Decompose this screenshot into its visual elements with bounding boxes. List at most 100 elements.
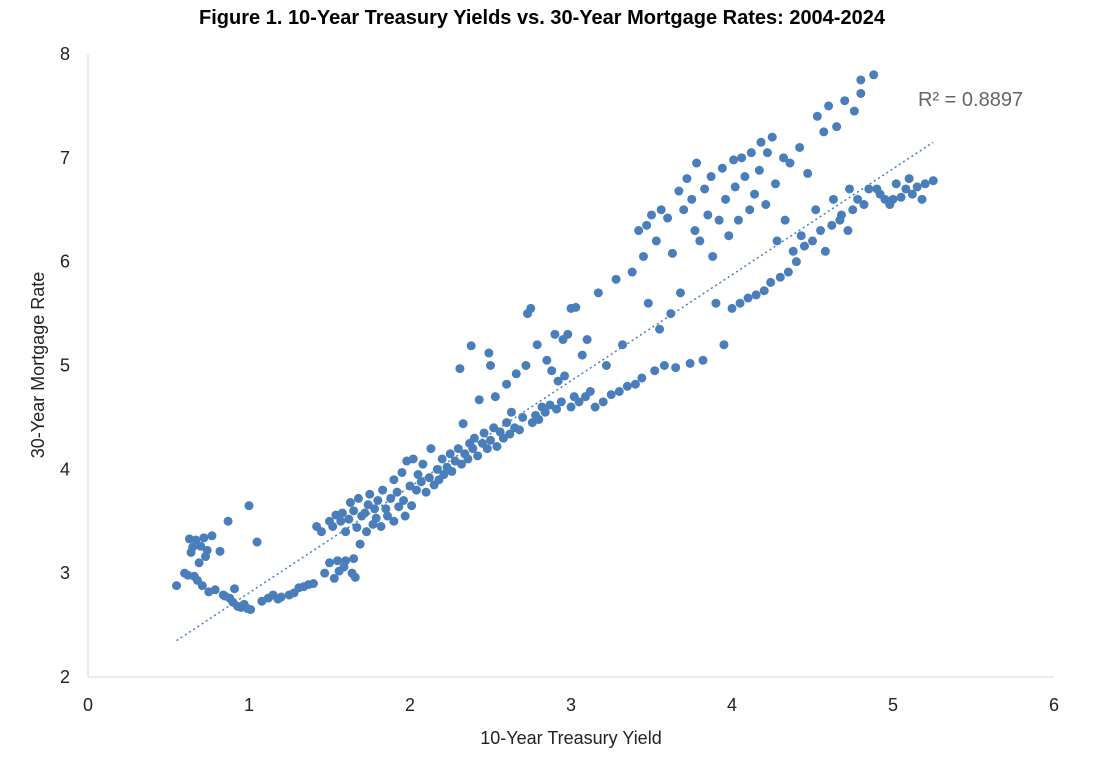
- x-tick-label: 2: [405, 695, 415, 715]
- data-point: [659, 361, 669, 370]
- data-point: [750, 189, 760, 199]
- data-point: [556, 397, 566, 407]
- data-point: [780, 215, 790, 225]
- data-point: [832, 122, 842, 132]
- data-point: [703, 210, 713, 220]
- data-point: [566, 402, 576, 412]
- data-point: [891, 179, 901, 189]
- data-point: [912, 182, 922, 192]
- data-point: [706, 172, 716, 182]
- data-point: [252, 537, 262, 547]
- data-point: [647, 210, 656, 220]
- data-point: [194, 558, 204, 568]
- data-point: [320, 568, 330, 578]
- data-point: [642, 220, 652, 230]
- data-point: [411, 485, 421, 495]
- data-point: [196, 541, 206, 551]
- x-tick-label: 3: [566, 695, 576, 715]
- data-point: [389, 516, 399, 526]
- data-point: [455, 364, 465, 374]
- data-point: [207, 531, 217, 541]
- data-point: [724, 231, 734, 241]
- data-point: [714, 215, 724, 225]
- y-tick-label: 3: [60, 563, 70, 583]
- data-point: [394, 502, 404, 512]
- data-point: [439, 470, 449, 480]
- data-point: [849, 106, 859, 116]
- data-point: [690, 226, 700, 236]
- data-point: [593, 288, 603, 298]
- data-point: [827, 220, 837, 230]
- data-points: [172, 70, 938, 615]
- data-point: [767, 132, 777, 142]
- data-point: [836, 210, 846, 220]
- data-point: [816, 226, 826, 236]
- data-point: [811, 205, 821, 215]
- data-point: [920, 179, 930, 189]
- data-point: [845, 184, 855, 194]
- data-point: [622, 381, 632, 391]
- data-point: [796, 231, 806, 241]
- data-point: [518, 412, 528, 422]
- data-point: [711, 298, 721, 308]
- data-point: [735, 298, 745, 308]
- data-point: [413, 470, 423, 480]
- data-point: [783, 267, 793, 277]
- data-point: [667, 248, 677, 258]
- data-point: [759, 286, 769, 296]
- data-point: [917, 194, 927, 204]
- data-point: [803, 168, 813, 178]
- data-point: [360, 508, 370, 518]
- data-point: [407, 501, 417, 511]
- data-point: [333, 556, 343, 566]
- data-point: [199, 533, 209, 543]
- data-point: [325, 558, 334, 568]
- data-point: [585, 386, 595, 396]
- data-point: [737, 153, 747, 163]
- data-point: [745, 205, 755, 215]
- data-point: [511, 369, 521, 379]
- data-point: [853, 194, 863, 204]
- data-point: [362, 527, 372, 537]
- data-point: [172, 581, 182, 591]
- data-point: [754, 165, 764, 175]
- data-point: [492, 441, 502, 451]
- data-point: [751, 290, 761, 300]
- data-point: [474, 395, 484, 405]
- data-point: [349, 506, 359, 516]
- data-point: [630, 379, 640, 389]
- data-point: [426, 444, 436, 454]
- data-point: [486, 435, 495, 445]
- data-point: [820, 246, 830, 256]
- data-point: [685, 358, 695, 368]
- data-point: [378, 485, 388, 495]
- data-point: [482, 444, 492, 454]
- data-point: [473, 451, 483, 461]
- data-point: [675, 288, 685, 298]
- data-point: [746, 148, 756, 158]
- data-point: [614, 386, 624, 396]
- y-tick-label: 4: [60, 459, 70, 479]
- trendline: [176, 141, 934, 642]
- data-point: [638, 251, 648, 261]
- data-point: [521, 361, 531, 370]
- data-point: [772, 236, 782, 246]
- data-point: [708, 251, 718, 261]
- data-point: [244, 501, 254, 511]
- data-point: [479, 428, 489, 438]
- data-point: [376, 521, 386, 531]
- data-point: [502, 379, 512, 389]
- data-point: [276, 592, 286, 602]
- data-point: [590, 402, 600, 412]
- data-point: [848, 205, 858, 215]
- data-point: [869, 70, 879, 80]
- data-point: [421, 487, 431, 497]
- data-point: [888, 194, 898, 204]
- r-squared-label: R² = 0.8897: [918, 89, 1023, 111]
- data-point: [577, 350, 587, 360]
- x-tick-label: 1: [244, 695, 254, 715]
- y-tick-label: 8: [60, 44, 70, 64]
- x-tick-label: 5: [888, 695, 898, 715]
- data-point: [651, 236, 661, 246]
